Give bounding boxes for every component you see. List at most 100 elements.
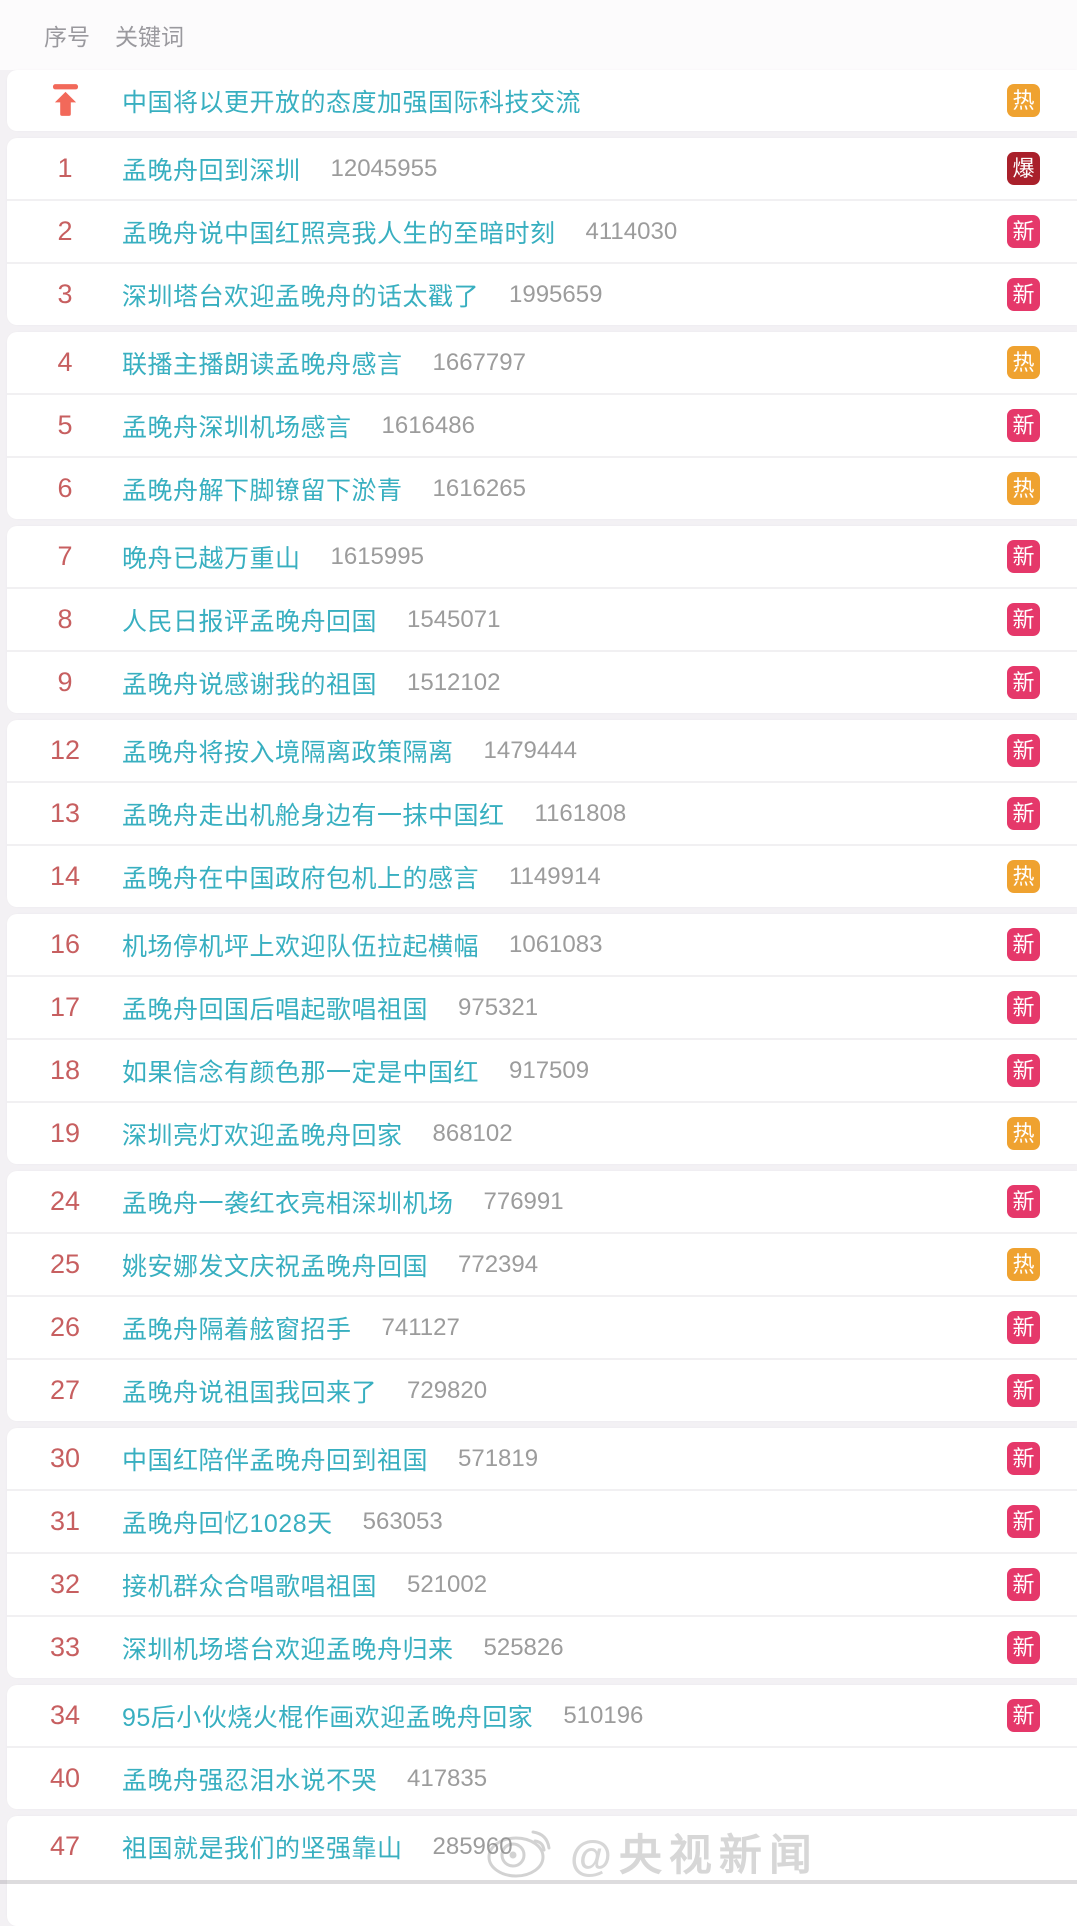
hot-search-row[interactable]: 30 中国红陪伴孟晚舟回到祖国 571819 新 xyxy=(7,1428,1077,1489)
keyword-link[interactable]: 孟晚舟说祖国我回来了 xyxy=(122,1378,378,1407)
badge-new-icon: 新 xyxy=(1007,991,1040,1024)
hot-search-row[interactable]: 26 孟晚舟隔着舷窗招手 741127 新 xyxy=(7,1295,1077,1358)
hot-search-row[interactable]: 9 孟晚舟说感谢我的祖国 1512102 新 xyxy=(7,650,1077,713)
hot-search-row[interactable]: 24 孟晚舟一袭红衣亮相深圳机场 776991 新 xyxy=(7,1171,1077,1232)
keyword-link[interactable]: 晚舟已越万重山 xyxy=(122,544,301,573)
search-count: 1667797 xyxy=(432,348,526,376)
list-card: 12 孟晚舟将按入境隔离政策隔离 1479444 新 13 孟晚舟走出机舱身边有一抹中国红… xyxy=(7,720,1077,907)
badge-boom-icon: 爆 xyxy=(1007,152,1040,185)
hot-search-row[interactable]: 47 祖国就是我们的坚强靠山 285960 xyxy=(7,1816,1077,1877)
rank-number: 9 xyxy=(57,667,73,697)
badge-new-icon: 新 xyxy=(1007,1374,1040,1407)
keyword-link[interactable]: 联播主播朗读孟晚舟感言 xyxy=(122,350,403,379)
rank-number: 32 xyxy=(49,1569,81,1599)
keyword-link[interactable]: 中国红陪伴孟晚舟回到祖国 xyxy=(122,1446,429,1475)
rank-number: 2 xyxy=(57,216,73,246)
hot-search-row[interactable]: 19 深圳亮灯欢迎孟晚舟回家 868102 热 xyxy=(7,1101,1077,1164)
hot-search-row[interactable]: 18 如果信念有颜色那一定是中国红 917509 新 xyxy=(7,1038,1077,1101)
rank-number: 18 xyxy=(49,1055,81,1085)
rank-number: 16 xyxy=(49,929,81,959)
pinned-top-icon xyxy=(35,84,95,117)
keyword-link[interactable]: 如果信念有颜色那一定是中国红 xyxy=(122,1058,480,1087)
keyword-link[interactable]: 孟晚舟走出机舱身边有一抹中国红 xyxy=(122,801,505,830)
hot-search-row[interactable]: 8 人民日报评孟晚舟回国 1545071 新 xyxy=(7,587,1077,650)
keyword-link[interactable]: 深圳机场塔台欢迎孟晚舟归来 xyxy=(122,1635,454,1664)
badge-hot-icon: 热 xyxy=(1007,472,1040,505)
search-count: 12045955 xyxy=(330,154,438,182)
rank-number: 31 xyxy=(49,1506,81,1536)
search-count: 563053 xyxy=(362,1507,443,1535)
keyword-link[interactable]: 深圳塔台欢迎孟晚舟的话太戳了 xyxy=(122,282,480,311)
hot-search-row[interactable]: 33 深圳机场塔台欢迎孟晚舟归来 525826 新 xyxy=(7,1615,1077,1678)
keyword-link[interactable]: 接机群众合唱歌唱祖国 xyxy=(122,1572,378,1601)
badge-hot-icon: 热 xyxy=(1007,84,1040,117)
keyword-link[interactable]: 孟晚舟解下脚镣留下淤青 xyxy=(122,476,403,505)
keyword-link[interactable]: 孟晚舟回忆1028天 xyxy=(122,1509,333,1538)
rank-number: 7 xyxy=(57,541,73,571)
keyword-link[interactable]: 孟晚舟强忍泪水说不哭 xyxy=(122,1766,378,1795)
hot-search-row[interactable]: 7 晚舟已越万重山 1615995 新 xyxy=(7,526,1077,587)
keyword-link[interactable]: 深圳亮灯欢迎孟晚舟回家 xyxy=(122,1121,403,1150)
hot-search-row[interactable]: 13 孟晚舟走出机舱身边有一抹中国红 1161808 新 xyxy=(7,781,1077,844)
keyword-link[interactable]: 孟晚舟说感谢我的祖国 xyxy=(122,670,378,699)
rank-number: 5 xyxy=(57,410,73,440)
search-count: 741127 xyxy=(381,1313,460,1341)
search-count: 417835 xyxy=(407,1764,488,1792)
keyword-link[interactable]: 祖国就是我们的坚强靠山 xyxy=(122,1834,403,1863)
badge-new-icon: 新 xyxy=(1007,1568,1040,1601)
rank-number: 13 xyxy=(49,798,81,828)
rank-number: 3 xyxy=(57,279,73,309)
hot-search-row[interactable]: 14 孟晚舟在中国政府包机上的感言 1149914 热 xyxy=(7,844,1077,907)
rank-number: 47 xyxy=(49,1831,81,1861)
list-card: 24 孟晚舟一袭红衣亮相深圳机场 776991 新 25 姚安娜发文庆祝孟晚舟回国 7723… xyxy=(7,1171,1077,1421)
hot-search-row[interactable]: 25 姚安娜发文庆祝孟晚舟回国 772394 热 xyxy=(7,1232,1077,1295)
keyword-link[interactable]: 95后小伙烧火棍作画欢迎孟晚舟回家 xyxy=(122,1703,534,1732)
badge-new-icon: 新 xyxy=(1007,734,1040,767)
keyword-link[interactable]: 机场停机坪上欢迎队伍拉起横幅 xyxy=(122,932,480,961)
hot-search-row[interactable]: 3 深圳塔台欢迎孟晚舟的话太戳了 1995659 新 xyxy=(7,262,1077,325)
badge-new-icon: 新 xyxy=(1007,1054,1040,1087)
hot-search-row[interactable]: 6 孟晚舟解下脚镣留下淤青 1616265 热 xyxy=(7,456,1077,519)
hot-search-row[interactable]: 16 机场停机坪上欢迎队伍拉起横幅 1061083 新 xyxy=(7,914,1077,975)
hot-search-row[interactable]: 2 孟晚舟说中国红照亮我人生的至暗时刻 4114030 新 xyxy=(7,199,1077,262)
rank-number: 34 xyxy=(49,1700,81,1730)
badge-new-icon: 新 xyxy=(1007,797,1040,830)
hot-search-row[interactable]: 34 95后小伙烧火棍作画欢迎孟晚舟回家 510196 新 xyxy=(7,1685,1077,1746)
keyword-link[interactable]: 孟晚舟将按入境隔离政策隔离 xyxy=(122,738,454,767)
keyword-link[interactable]: 孟晚舟回国后唱起歌唱祖国 xyxy=(122,995,429,1024)
hot-search-row[interactable]: 31 孟晚舟回忆1028天 563053 新 xyxy=(7,1489,1077,1552)
badge-hot-icon: 热 xyxy=(1007,1248,1040,1281)
search-count: 571819 xyxy=(458,1444,539,1472)
rank-number: 27 xyxy=(49,1375,81,1405)
keyword-link[interactable]: 孟晚舟在中国政府包机上的感言 xyxy=(122,864,480,893)
badge-new-icon: 新 xyxy=(1007,540,1040,573)
keyword-link[interactable]: 孟晚舟说中国红照亮我人生的至暗时刻 xyxy=(122,219,556,248)
hot-search-row[interactable]: 32 接机群众合唱歌唱祖国 521002 新 xyxy=(7,1552,1077,1615)
keyword-link[interactable]: 中国将以更开放的态度加强国际科技交流 xyxy=(122,88,582,117)
hot-search-row[interactable]: 12 孟晚舟将按入境隔离政策隔离 1479444 新 xyxy=(7,720,1077,781)
badge-new-icon: 新 xyxy=(1007,928,1040,961)
rank-number: 25 xyxy=(49,1249,81,1279)
search-count: 917509 xyxy=(509,1056,590,1084)
hot-search-row[interactable]: 1 孟晚舟回到深圳 12045955 爆 xyxy=(7,138,1077,199)
search-count: 729820 xyxy=(407,1376,488,1404)
hot-search-row[interactable]: 27 孟晚舟说祖国我回来了 729820 新 xyxy=(7,1358,1077,1421)
keyword-link[interactable]: 人民日报评孟晚舟回国 xyxy=(122,607,378,636)
hot-search-row[interactable]: 中国将以更开放的态度加强国际科技交流 热 xyxy=(7,70,1077,131)
hot-search-row[interactable]: 40 孟晚舟强忍泪水说不哭 417835 xyxy=(7,1746,1077,1809)
badge-new-icon: 新 xyxy=(1007,1699,1040,1732)
rank-number: 19 xyxy=(49,1118,81,1148)
keyword-link[interactable]: 孟晚舟隔着舷窗招手 xyxy=(122,1315,352,1344)
keyword-link[interactable]: 孟晚舟深圳机场感言 xyxy=(122,413,352,442)
list-column-header: 序号 关键词 xyxy=(0,0,1077,70)
badge-new-icon: 新 xyxy=(1007,215,1040,248)
hot-search-row[interactable]: 5 孟晚舟深圳机场感言 1616486 新 xyxy=(7,393,1077,456)
keyword-link[interactable]: 姚安娜发文庆祝孟晚舟回国 xyxy=(122,1252,429,1281)
keyword-link[interactable]: 孟晚舟一袭红衣亮相深圳机场 xyxy=(122,1189,454,1218)
hot-search-row[interactable]: 17 孟晚舟回国后唱起歌唱祖国 975321 新 xyxy=(7,975,1077,1038)
hot-search-row[interactable]: 4 联播主播朗读孟晚舟感言 1667797 热 xyxy=(7,332,1077,393)
keyword-link[interactable]: 孟晚舟回到深圳 xyxy=(122,156,301,185)
list-card: 1 孟晚舟回到深圳 12045955 爆 2 孟晚舟说中国红照亮我人生的至暗时刻 41140… xyxy=(7,138,1077,325)
search-count: 868102 xyxy=(432,1119,513,1147)
rank-number: 26 xyxy=(49,1312,81,1342)
